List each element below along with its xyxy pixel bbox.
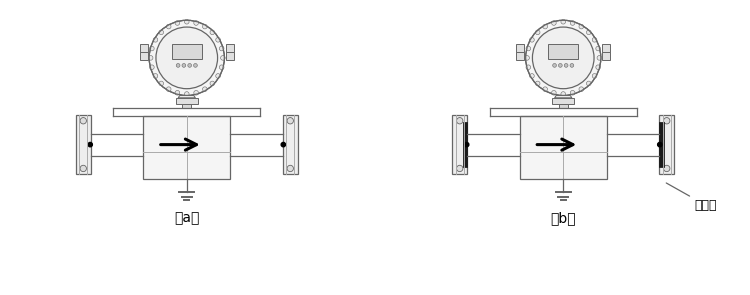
Circle shape — [530, 74, 534, 78]
Circle shape — [551, 91, 556, 95]
Circle shape — [586, 30, 591, 35]
Circle shape — [287, 165, 293, 172]
Circle shape — [570, 91, 575, 95]
Bar — [659, 122, 664, 167]
Circle shape — [596, 46, 601, 51]
Circle shape — [664, 118, 670, 124]
Bar — [140, 44, 148, 52]
Bar — [176, 98, 197, 104]
Bar — [452, 115, 467, 174]
Circle shape — [194, 21, 199, 25]
Circle shape — [664, 165, 670, 172]
Bar — [140, 52, 148, 60]
Bar — [226, 44, 234, 52]
Circle shape — [570, 63, 574, 67]
Circle shape — [579, 87, 584, 91]
Circle shape — [597, 55, 602, 60]
Circle shape — [159, 81, 164, 86]
Circle shape — [166, 24, 171, 29]
Circle shape — [553, 63, 556, 67]
Circle shape — [532, 27, 594, 89]
Circle shape — [457, 165, 463, 172]
Circle shape — [525, 55, 530, 60]
Circle shape — [579, 24, 584, 29]
Circle shape — [175, 91, 180, 95]
Circle shape — [526, 46, 531, 51]
Circle shape — [536, 30, 540, 35]
Circle shape — [464, 142, 469, 147]
Circle shape — [586, 81, 591, 86]
Circle shape — [149, 46, 154, 51]
Circle shape — [156, 27, 218, 89]
Circle shape — [287, 118, 293, 124]
Circle shape — [210, 81, 214, 86]
Circle shape — [536, 81, 540, 86]
Circle shape — [216, 37, 220, 42]
Circle shape — [216, 74, 220, 78]
Circle shape — [219, 65, 224, 70]
Circle shape — [202, 24, 207, 29]
Polygon shape — [554, 96, 572, 98]
Circle shape — [543, 87, 548, 91]
Bar — [182, 104, 191, 109]
Circle shape — [188, 63, 191, 67]
Circle shape — [551, 21, 556, 25]
Circle shape — [149, 20, 224, 96]
Circle shape — [184, 92, 189, 96]
Circle shape — [561, 19, 566, 24]
Circle shape — [166, 87, 171, 91]
Circle shape — [210, 30, 214, 35]
Bar — [76, 115, 91, 174]
Circle shape — [184, 19, 189, 24]
Circle shape — [194, 91, 199, 95]
Circle shape — [530, 37, 534, 42]
Bar — [172, 44, 202, 59]
Circle shape — [658, 142, 662, 147]
Circle shape — [559, 63, 562, 67]
Circle shape — [220, 55, 225, 60]
Circle shape — [281, 142, 286, 147]
Bar — [516, 44, 524, 52]
Text: 接地环: 接地环 — [666, 183, 717, 212]
Circle shape — [148, 55, 153, 60]
Circle shape — [596, 65, 601, 70]
Bar — [602, 52, 610, 60]
Circle shape — [194, 63, 197, 67]
Circle shape — [457, 118, 463, 124]
Text: （b）: （b） — [550, 211, 576, 225]
Bar — [553, 98, 574, 104]
Circle shape — [153, 37, 158, 42]
Circle shape — [564, 63, 568, 67]
Bar — [659, 115, 674, 174]
Circle shape — [88, 142, 92, 147]
Circle shape — [592, 74, 597, 78]
Circle shape — [202, 87, 207, 91]
Bar — [283, 115, 298, 174]
Circle shape — [182, 63, 186, 67]
Circle shape — [219, 46, 224, 51]
Circle shape — [543, 24, 548, 29]
Bar — [559, 104, 568, 109]
Bar — [516, 52, 524, 60]
Circle shape — [526, 20, 601, 96]
Polygon shape — [178, 96, 196, 98]
Circle shape — [526, 65, 531, 70]
Circle shape — [176, 63, 180, 67]
Circle shape — [80, 118, 86, 124]
Circle shape — [570, 21, 575, 25]
Circle shape — [80, 165, 86, 172]
Bar — [520, 116, 607, 179]
Bar — [463, 122, 467, 167]
Circle shape — [175, 21, 180, 25]
Bar — [602, 44, 610, 52]
Bar — [143, 116, 230, 179]
Circle shape — [561, 92, 566, 96]
Text: （a）: （a） — [174, 211, 200, 225]
Circle shape — [153, 74, 158, 78]
Bar — [548, 44, 578, 59]
Circle shape — [149, 65, 154, 70]
Circle shape — [592, 37, 597, 42]
Bar — [226, 52, 234, 60]
Circle shape — [159, 30, 164, 35]
